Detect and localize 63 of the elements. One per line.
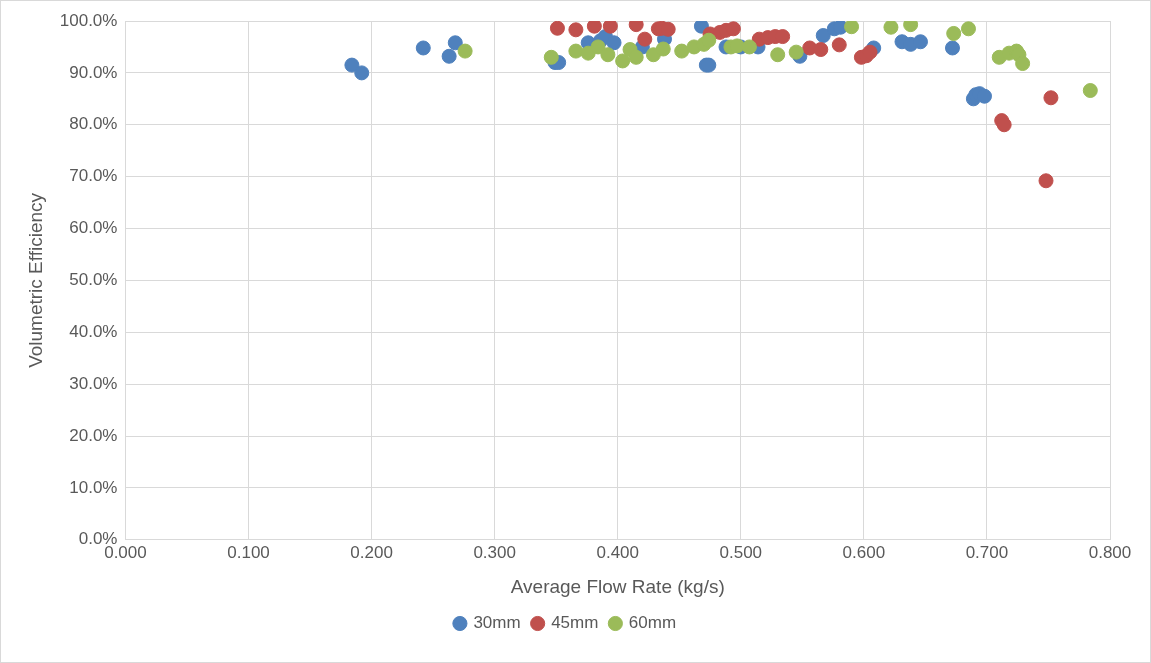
x-tick-label: 0.600 [842, 542, 886, 562]
point [1015, 56, 1031, 72]
point [912, 34, 928, 50]
y-tick-label: 70.0% [69, 166, 118, 186]
y-tick-label: 60.0% [69, 218, 118, 238]
legend-label: 60mm [628, 613, 677, 633]
point [615, 53, 631, 69]
point [543, 49, 559, 65]
point [600, 47, 616, 63]
y-axis-title: Volumetric Efficiency [24, 192, 46, 368]
point [831, 37, 847, 53]
point [770, 47, 786, 63]
point [354, 65, 370, 81]
point [415, 40, 431, 56]
point [741, 39, 757, 55]
point [568, 43, 584, 59]
point [960, 21, 976, 37]
point [606, 35, 622, 51]
legend-label: 30mm [473, 613, 521, 633]
point [944, 40, 960, 56]
y-tick-label: 50.0% [69, 270, 118, 290]
x-tick-label: 0.300 [473, 542, 516, 562]
point [996, 117, 1012, 133]
point [693, 21, 709, 34]
point [788, 44, 804, 60]
point [344, 57, 360, 73]
point [586, 21, 602, 34]
point [447, 35, 463, 51]
point [1082, 83, 1098, 99]
x-axis-title: Average Flow Rate (kg/s) [510, 575, 725, 597]
point [637, 31, 653, 47]
point [655, 41, 671, 57]
point [674, 43, 690, 59]
point [862, 44, 878, 60]
x-tick-label: 0.100 [227, 542, 270, 562]
x-tick-label: 0.400 [596, 542, 639, 562]
point [1038, 173, 1054, 189]
y-tick-label: 80.0% [69, 114, 118, 134]
y-tick-label: 20.0% [69, 425, 118, 445]
point [813, 42, 829, 58]
point [549, 21, 565, 36]
point [701, 32, 717, 48]
point [441, 48, 457, 64]
x-tick-label: 0.800 [1088, 542, 1132, 562]
point [457, 43, 473, 59]
point [1043, 90, 1059, 106]
point [844, 21, 860, 35]
x-tick-label: 0.700 [965, 542, 1009, 562]
y-tick-label: 100.0% [59, 10, 118, 30]
point [946, 25, 962, 41]
point [568, 22, 584, 38]
y-tick-label: 40.0% [69, 321, 118, 341]
point [815, 28, 831, 44]
point [602, 21, 618, 34]
point [628, 49, 644, 65]
x-tick-label: 0.500 [719, 542, 763, 562]
y-tick-label: 90.0% [69, 62, 118, 82]
x-tick-label: 0.200 [350, 542, 393, 562]
point [883, 21, 899, 35]
y-tick-label: 10.0% [69, 477, 118, 497]
point [590, 39, 606, 55]
legend-label: 45mm [551, 613, 599, 633]
y-tick-label: 30.0% [69, 373, 118, 393]
